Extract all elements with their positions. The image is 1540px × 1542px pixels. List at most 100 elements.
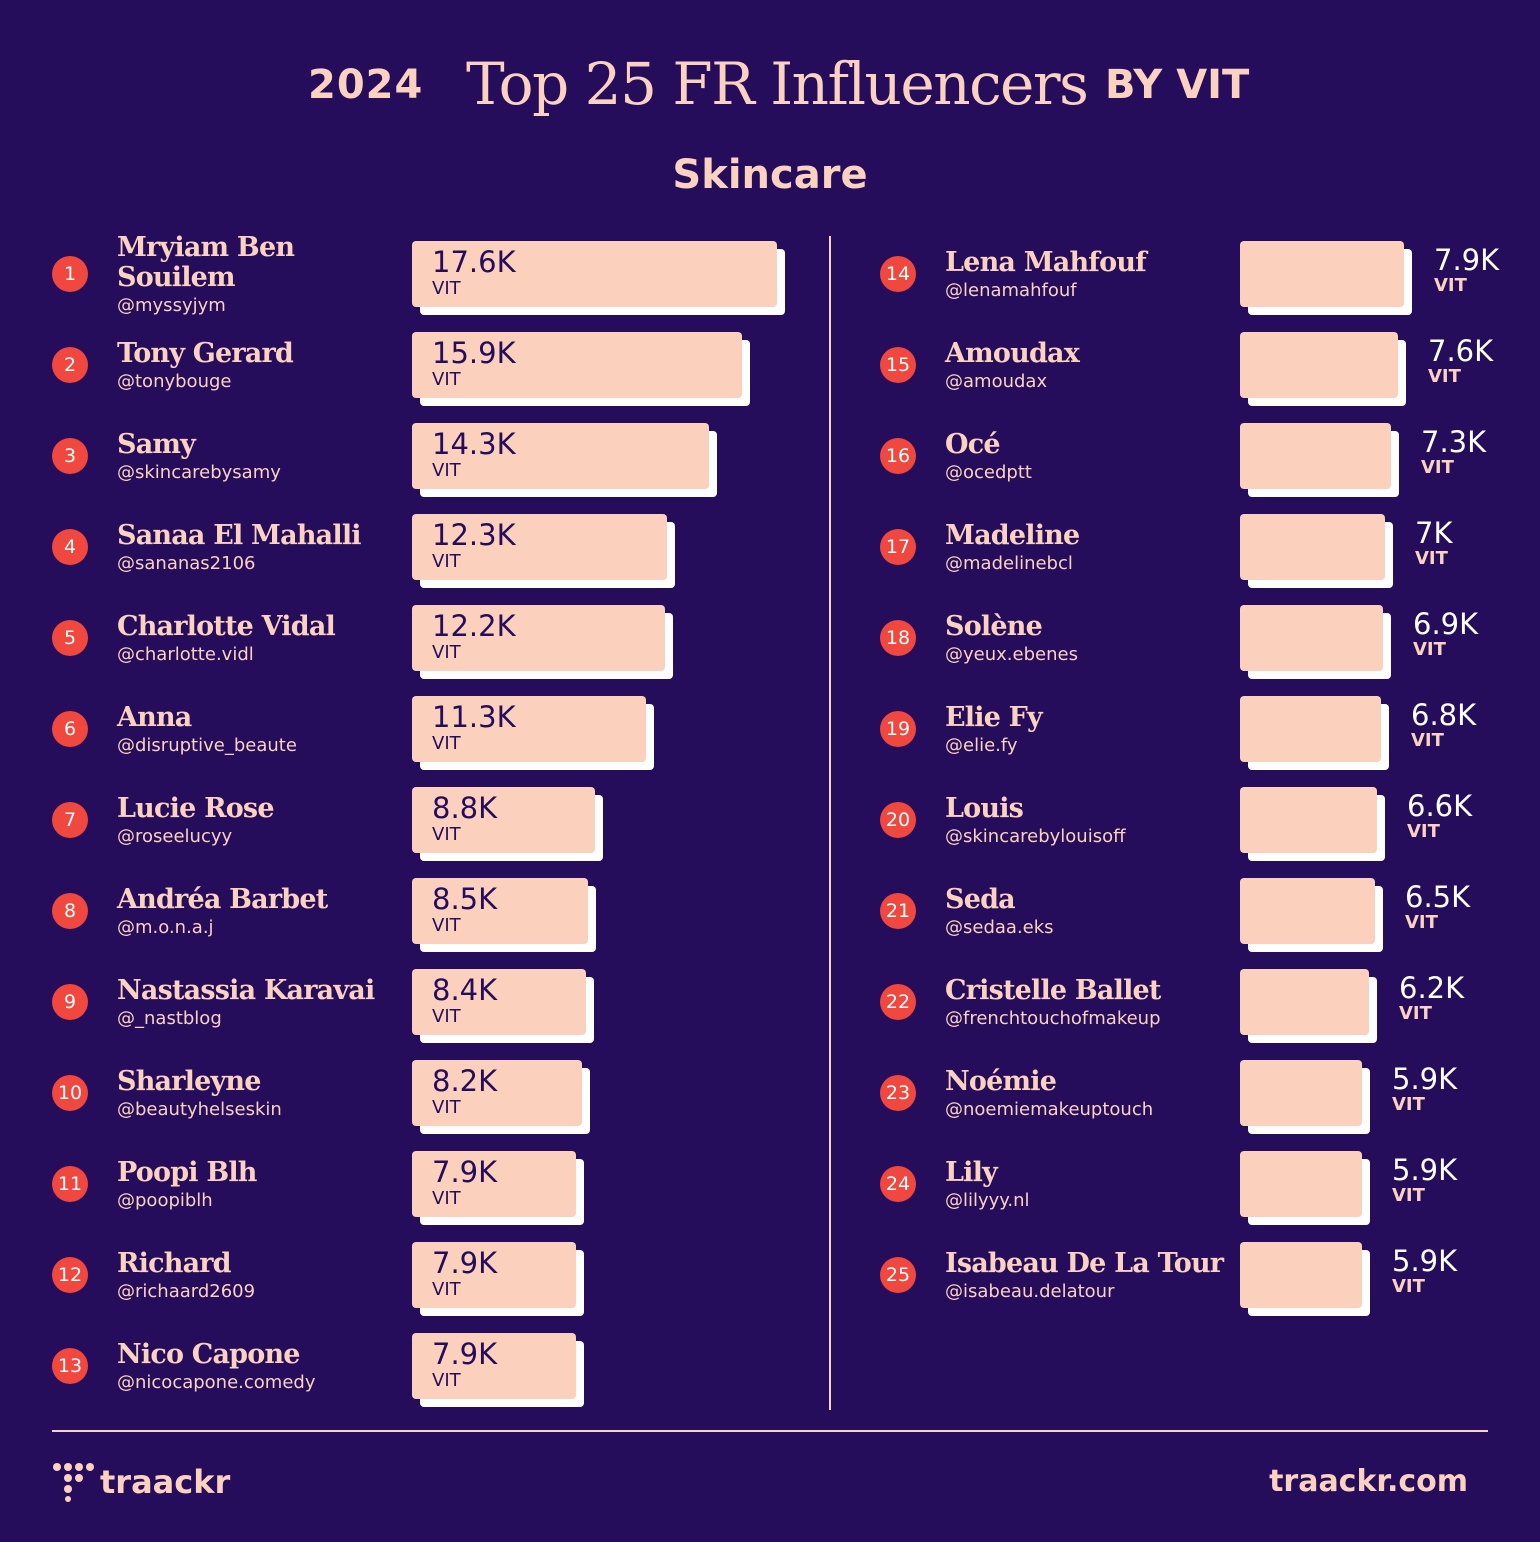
- influencer-handle: @sananas2106: [117, 553, 256, 574]
- data-label-value: 6.2K: [1399, 971, 1465, 1005]
- rank-badge: 2: [52, 347, 88, 383]
- influencer-handle: @elie.fy: [945, 735, 1018, 756]
- bar: [1240, 1242, 1362, 1308]
- data-label-value: 8.8K: [432, 791, 498, 825]
- data-label-value: 6.6K: [1407, 789, 1473, 823]
- influencer-handle: @nicocapone.comedy: [117, 1372, 316, 1393]
- rank-badge: 1: [52, 256, 88, 292]
- data-label-unit: VIT: [1434, 275, 1467, 296]
- rank-badge: 16: [880, 438, 916, 474]
- influencer-name: Sharleyne: [117, 1066, 261, 1097]
- data-label-unit: VIT: [432, 278, 461, 299]
- influencer-name: Louis: [945, 793, 1024, 824]
- rank-badge: 3: [52, 438, 88, 474]
- influencer-handle: @charlotte.vidl: [117, 644, 254, 665]
- influencer-info: Andréa Barbet @m.o.n.a.j: [117, 885, 328, 941]
- influencer-handle: @beautyhelseskin: [117, 1099, 282, 1120]
- data-label-value: 12.3K: [432, 518, 516, 552]
- influencer-handle: @yeux.ebenes: [945, 644, 1078, 665]
- influencer-name: Anna: [117, 702, 192, 733]
- data-label-unit: VIT: [1415, 548, 1448, 569]
- rank-badge: 6: [52, 711, 88, 747]
- influencer-info: Noémie @noemiemakeuptouch: [945, 1067, 1153, 1123]
- chart-title: Top 25 FR Influencers: [466, 50, 1089, 118]
- rank-badge: 11: [52, 1166, 88, 1202]
- rank-badge: 23: [880, 1075, 916, 1111]
- data-label-unit: VIT: [1411, 730, 1444, 751]
- footer-divider: [52, 1430, 1488, 1432]
- influencer-handle: @amoudax: [945, 371, 1048, 392]
- data-label-value: 5.9K: [1392, 1244, 1458, 1278]
- influencer-handle: @roseelucyy: [117, 826, 233, 847]
- influencer-handle: @sedaa.eks: [945, 917, 1054, 938]
- footer-url[interactable]: traackr.com: [1269, 1464, 1468, 1499]
- influencer-name: Seda: [945, 884, 1016, 915]
- bar: [1240, 241, 1404, 307]
- data-label-unit: VIT: [432, 642, 461, 663]
- data-label-unit: VIT: [432, 1370, 461, 1391]
- influencer-info: Nico Capone @nicocapone.comedy: [117, 1340, 315, 1396]
- rank-badge: 24: [880, 1166, 916, 1202]
- data-label-unit: VIT: [1421, 457, 1454, 478]
- influencer-name: Tony Gerard: [117, 338, 294, 369]
- influencer-handle: @skincarebysamy: [117, 462, 281, 483]
- influencer-info: Poopi Blh @poopiblh: [117, 1158, 257, 1214]
- data-label-value: 12.2K: [432, 609, 516, 643]
- influencer-info: Louis @skincarebylouisoff: [945, 794, 1126, 850]
- influencer-handle: @lilyyy.nl: [945, 1190, 1030, 1211]
- bar: [412, 241, 777, 307]
- bar: [412, 787, 595, 853]
- data-label-unit: VIT: [1428, 366, 1461, 387]
- bar: [412, 1060, 582, 1126]
- byline: BY VIT: [1105, 62, 1250, 108]
- rank-badge: 19: [880, 711, 916, 747]
- data-label-value: 11.3K: [432, 700, 516, 734]
- influencer-handle: @skincarebylouisoff: [945, 826, 1126, 847]
- rank-badge: 25: [880, 1257, 916, 1293]
- influencer-info: Solène @yeux.ebenes: [945, 612, 1078, 668]
- rank-badge: 12: [52, 1257, 88, 1293]
- influencer-handle: @frenchtouchofmakeup: [945, 1008, 1161, 1029]
- data-label-value: 7K: [1415, 516, 1453, 550]
- influencer-name: Amoudax: [945, 338, 1080, 369]
- influencer-name: Océ: [945, 429, 1001, 460]
- rank-badge: 8: [52, 893, 88, 929]
- bar: [1240, 605, 1383, 671]
- bar: [1240, 423, 1391, 489]
- influencer-info: Isabeau De La Tour @isabeau.delatour: [945, 1248, 1224, 1305]
- bar: [412, 514, 667, 580]
- data-label-unit: VIT: [432, 733, 461, 754]
- influencer-name: Elie Fy: [945, 702, 1043, 733]
- data-label-value: 17.6K: [432, 245, 516, 279]
- influencer-name: Noémie: [945, 1066, 1057, 1097]
- rank-badge: 15: [880, 347, 916, 383]
- rank-badge: 14: [880, 256, 916, 292]
- logo-text: traackr: [100, 1463, 231, 1501]
- influencer-name: Cristelle Ballet: [945, 975, 1161, 1006]
- influencer-name: Nico Capone: [117, 1339, 300, 1370]
- rank-badge: 9: [52, 984, 88, 1020]
- data-label-value: 8.4K: [432, 973, 498, 1007]
- data-label-unit: VIT: [432, 1006, 461, 1027]
- data-label-value: 7.9K: [432, 1337, 498, 1371]
- influencer-info: Nastassia Karavai @_nastblog: [117, 976, 375, 1032]
- rank-badge: 13: [52, 1348, 88, 1384]
- data-label-value: 7.9K: [1434, 243, 1500, 277]
- data-label-value: 6.8K: [1411, 698, 1477, 732]
- influencer-info: Lily @lilyyy.nl: [945, 1158, 1030, 1214]
- bar: [412, 1151, 576, 1217]
- data-label-unit: VIT: [1399, 1003, 1432, 1024]
- data-label-value: 14.3K: [432, 427, 516, 461]
- data-label-value: 7.3K: [1421, 425, 1487, 459]
- influencer-info: Lena Mahfouf @lenamahfouf: [945, 248, 1147, 304]
- bar: [1240, 1060, 1362, 1126]
- rank-badge: 21: [880, 893, 916, 929]
- influencer-info: Anna @disruptive_beaute: [117, 703, 297, 759]
- influencer-name: Richard: [117, 1248, 232, 1279]
- data-label-unit: VIT: [1413, 639, 1446, 660]
- rank-badge: 5: [52, 620, 88, 656]
- influencer-name: Isabeau De La Tour: [945, 1248, 1224, 1279]
- influencer-info: Mryiam Ben Souilem @myssyjym: [117, 233, 367, 319]
- bar: [412, 696, 646, 762]
- bar: [1240, 969, 1369, 1035]
